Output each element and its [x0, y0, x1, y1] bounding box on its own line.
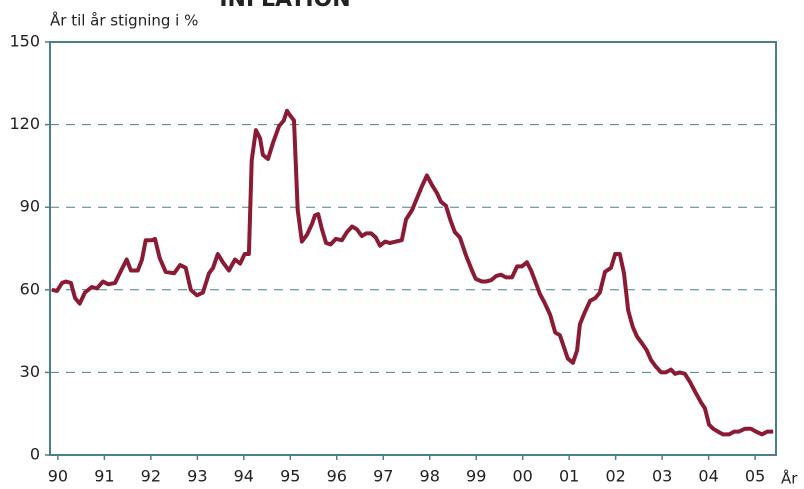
x-tick-label: 04: [698, 467, 718, 486]
x-tick-label: 92: [141, 467, 161, 486]
x-tick-label: 01: [559, 467, 579, 486]
y-axis-label: År til år stigning i %: [50, 11, 198, 30]
x-tick-label: 96: [327, 467, 347, 486]
x-tick-label: 97: [373, 467, 393, 486]
x-tick-label: 93: [187, 467, 207, 486]
x-axis-label: År: [781, 469, 798, 488]
x-tick-label: 03: [652, 467, 672, 486]
y-tick-label: 60: [20, 279, 40, 298]
x-tick-label: 94: [234, 467, 254, 486]
y-tick-label: 30: [20, 362, 40, 381]
x-tick-label: 90: [48, 467, 68, 486]
chart-title: INFLATION: [219, 0, 350, 12]
y-tick-label: 90: [20, 197, 40, 216]
x-tick-label: 98: [420, 467, 440, 486]
x-tick-label: 05: [745, 467, 765, 486]
y-tick-label: 150: [9, 32, 40, 51]
data-line: [51, 108, 774, 437]
y-tick-label: 0: [30, 445, 40, 464]
x-tick-label: 91: [94, 467, 114, 486]
x-tick-label: 02: [605, 467, 625, 486]
x-tick-label: 00: [513, 467, 533, 486]
y-tick-label: 120: [9, 114, 40, 133]
x-tick-label: 95: [280, 467, 300, 486]
x-tick-label: 99: [466, 467, 486, 486]
plot-frame: [49, 41, 777, 456]
